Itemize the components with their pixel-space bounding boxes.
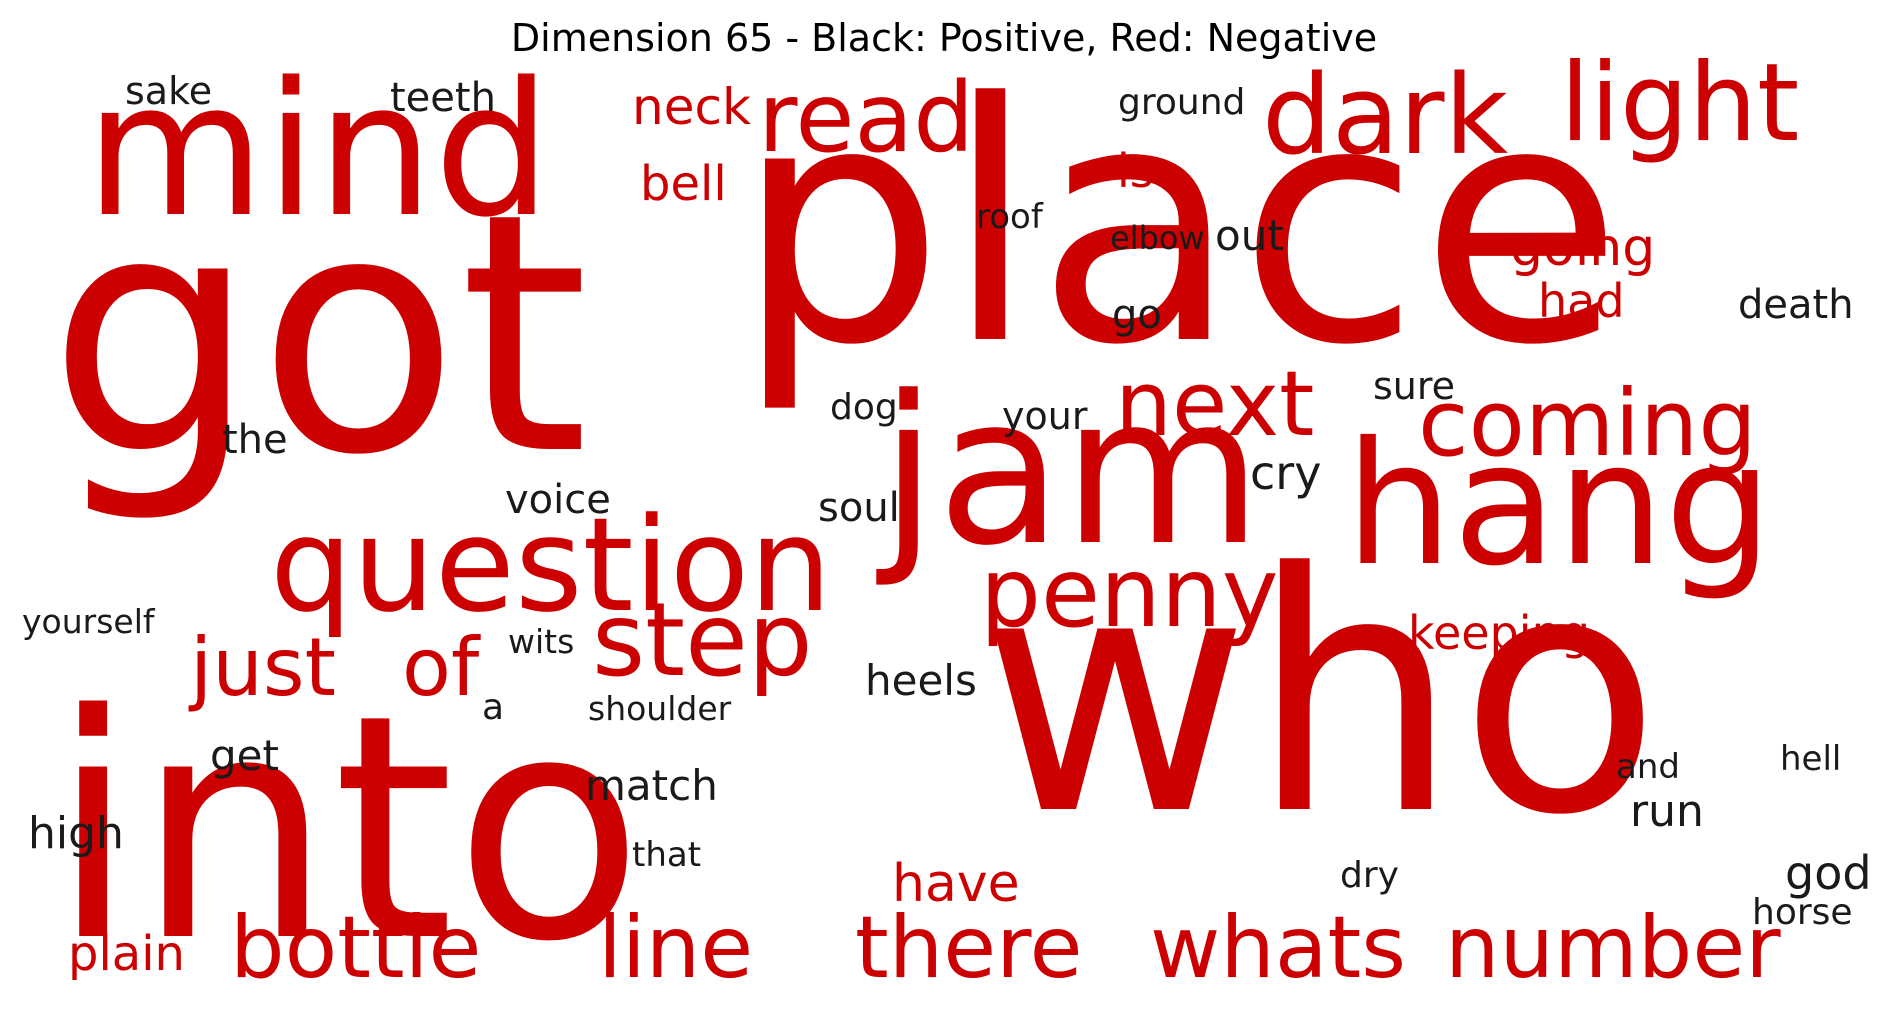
word-negative-penny: penny <box>980 537 1279 649</box>
word-positive-match: match <box>585 761 718 810</box>
word-negative-of: of <box>402 621 480 714</box>
word-negative-who: who <box>980 503 1661 887</box>
word-positive-out: out <box>1215 211 1284 260</box>
word-negative-question: question <box>270 489 832 641</box>
chart-title: Dimension 65 - Black: Positive, Red: Neg… <box>510 16 1378 60</box>
word-positive-voice: voice <box>505 477 611 523</box>
word-negative-number: number <box>1445 898 1781 998</box>
word-negative-bell: bell <box>640 156 727 212</box>
word-positive-run: run <box>1630 786 1704 837</box>
word-positive-dog: dog <box>830 387 898 428</box>
word-positive-a: a <box>482 687 505 728</box>
word-positive-god: god <box>1785 846 1872 900</box>
word-negative-line: line <box>598 898 754 998</box>
word-negative-keeping: keeping <box>1408 606 1590 660</box>
word-positive-yourself: yourself <box>22 602 155 641</box>
word-negative-going: going <box>1510 218 1656 278</box>
word-positive-high: high <box>28 808 124 859</box>
word-negative-jam: jam <box>880 353 1263 591</box>
word-positive-shoulder: shoulder <box>588 689 732 728</box>
word-negative-whats: whats <box>1150 898 1407 998</box>
word-negative-into: into <box>50 649 644 1010</box>
word-positive-sure: sure <box>1373 364 1456 408</box>
word-positive-wits: wits <box>508 622 575 661</box>
word-negative-got: got <box>48 143 589 527</box>
word-negative-mind: mind <box>85 42 552 258</box>
word-negative-light: light <box>1560 41 1800 166</box>
word-positive-ground: ground <box>1118 82 1246 123</box>
word-positive-roof: roof <box>976 197 1043 237</box>
word-positive-dry: dry <box>1340 855 1399 896</box>
word-positive-go: go <box>1112 292 1162 338</box>
word-positive-teeth: teeth <box>390 75 496 121</box>
word-negative-step: step <box>592 581 813 700</box>
word-negative-neck: neck <box>632 78 751 136</box>
word-negative-plain: plain <box>68 926 185 982</box>
word-negative-just: just <box>190 621 336 714</box>
word-negative-hang: hang <box>1345 406 1773 604</box>
word-negative-read: read <box>758 62 975 174</box>
word-negative-place: place <box>735 33 1623 417</box>
word-negative-next: next <box>1115 352 1315 457</box>
word-positive-your: your <box>1002 394 1088 438</box>
word-negative-have: have <box>892 854 1020 914</box>
word-positive-the: the <box>222 417 288 463</box>
word-positive-and: and <box>1616 747 1680 787</box>
word-positive-that: that <box>632 835 702 875</box>
word-negative-had: had <box>1538 274 1625 328</box>
word-positive-horse: horse <box>1752 892 1853 933</box>
word-positive-heels: heels <box>865 656 977 705</box>
word-negative-is: is <box>1117 144 1154 198</box>
word-positive-hell: hell <box>1780 739 1842 779</box>
word-positive-soul: soul <box>818 485 900 531</box>
word-negative-coming: coming <box>1418 370 1757 477</box>
word-negative-dark: dark <box>1262 51 1509 179</box>
word-positive-cry: cry <box>1250 446 1322 500</box>
word-negative-there: there <box>855 898 1083 998</box>
word-positive-sake: sake <box>125 69 213 113</box>
word-positive-get: get <box>210 731 279 780</box>
word-positive-elbow: elbow <box>1110 219 1205 257</box>
word-negative-bottle: bottle <box>230 898 482 998</box>
word-positive-death: death <box>1738 282 1854 328</box>
